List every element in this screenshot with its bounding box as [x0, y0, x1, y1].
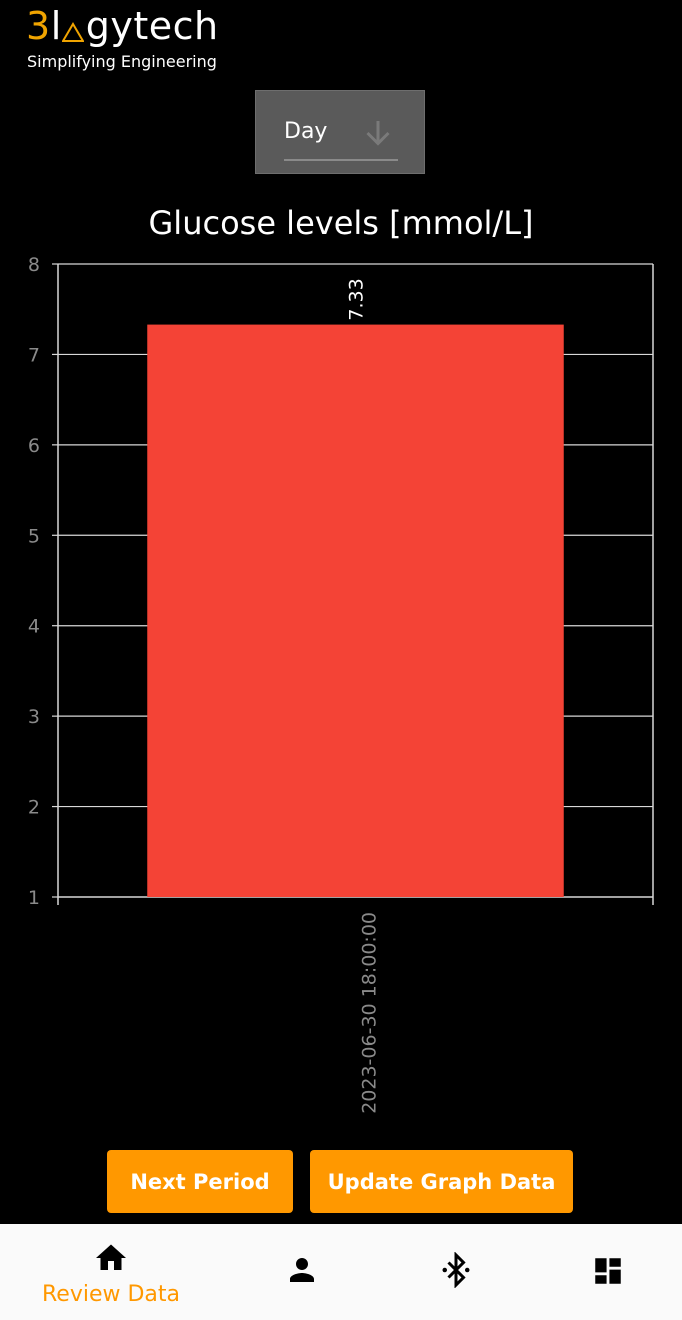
y-tick-label: 1 [28, 887, 40, 909]
home-icon [93, 1240, 129, 1281]
y-tick-label: 7 [28, 344, 40, 366]
logo-rest-text: gytech [85, 4, 219, 48]
dropdown-underline [284, 159, 398, 161]
y-tick-label: 8 [28, 254, 40, 276]
nav-review-data-label: Review Data [41, 1282, 180, 1307]
logo-letter-l: l [50, 4, 62, 48]
chart-title: Glucose levels [mmol/L] [148, 204, 534, 242]
y-tick-label: 2 [28, 797, 40, 819]
arrow-down-icon [360, 115, 396, 156]
period-dropdown-value: Day [284, 119, 328, 144]
y-tick-label: 6 [28, 435, 40, 457]
nav-profile[interactable] [278, 1224, 326, 1320]
update-graph-data-button[interactable]: Update Graph Data [310, 1150, 573, 1213]
bottom-navigation: Review Data [0, 1224, 682, 1320]
y-tick-label: 4 [28, 616, 40, 638]
bar [147, 324, 564, 897]
y-tick-label: 3 [28, 706, 40, 728]
nav-bluetooth[interactable] [432, 1224, 480, 1320]
data-label: 7.33 [346, 278, 368, 320]
logo-tagline: Simplifying Engineering [27, 52, 217, 71]
next-period-button[interactable]: Next Period [107, 1150, 293, 1213]
logo-wordmark: 3 l gytech [26, 4, 219, 48]
bluetooth-icon [438, 1251, 474, 1293]
logo-digit: 3 [26, 4, 51, 48]
y-tick-label: 5 [28, 525, 40, 547]
nav-review-data[interactable]: Review Data [26, 1224, 196, 1320]
dashboard-icon [591, 1254, 625, 1293]
period-dropdown[interactable]: Day [255, 90, 425, 174]
company-logo: 3 l gytech Simplifying Engineering [26, 4, 219, 71]
nav-dashboard[interactable] [584, 1224, 632, 1320]
glucose-bar-chart: 1 2 3 4 5 6 7 8 7.33 2023-06-30 18:00:00 [28, 254, 654, 1114]
person-icon [284, 1252, 320, 1293]
logo-triangle-icon [61, 4, 86, 48]
x-category-label: 2023-06-30 18:00:00 [359, 912, 381, 1114]
